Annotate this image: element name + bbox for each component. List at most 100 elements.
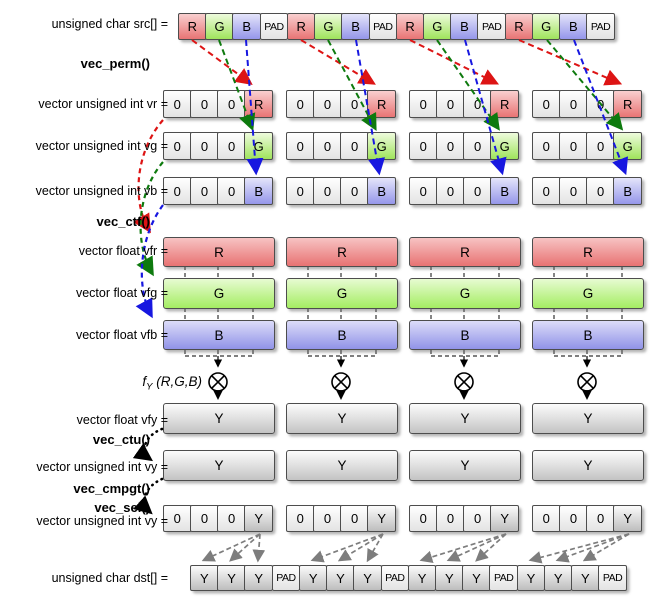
vfr-box-4: R (532, 237, 644, 267)
vfb-box-3: B (409, 320, 521, 350)
cell-0: 0 (463, 177, 492, 205)
cell-0: 0 (313, 132, 342, 160)
vy-box-4: Y (532, 450, 644, 481)
cell-0: 0 (586, 505, 615, 532)
cell-R: R (395, 13, 425, 40)
vy-box-3: Y (409, 450, 521, 481)
cell-Y: Y (190, 565, 219, 591)
cell-B: B (244, 177, 274, 205)
cell-0: 0 (286, 505, 315, 532)
vy2-label: vector unsigned int vy = (36, 514, 168, 528)
cell-0: 0 (217, 132, 246, 160)
cell-G: G (367, 132, 397, 160)
fy-function-label: fY (R,G,B) (0, 374, 202, 393)
cell-G: G (490, 132, 520, 160)
src-label: unsigned char src[] = (51, 17, 168, 31)
vfy-box-4: Y (532, 403, 644, 434)
cell-B: B (613, 177, 643, 205)
cell-Y: Y (244, 565, 274, 591)
dst-row: Y Y Y PAD Y Y Y PAD Y Y Y PAD Y Y Y PAD (190, 565, 627, 591)
vfr-box-1: R (163, 237, 275, 267)
cell-PAD: PAD (598, 565, 627, 591)
cell-Y: Y (490, 505, 520, 532)
cell-0: 0 (409, 90, 438, 118)
cell-0: 0 (163, 177, 192, 205)
cell-Y: Y (543, 565, 573, 591)
cell-0: 0 (532, 132, 561, 160)
cell-0: 0 (409, 505, 438, 532)
cell-0: 0 (559, 505, 588, 532)
cell-B: B (367, 177, 397, 205)
cell-R: R (244, 90, 274, 118)
dst-label: unsigned char dst[] = (51, 571, 168, 585)
vec-ctu-label: vec_ctu() (92, 432, 150, 447)
cell-0: 0 (190, 132, 219, 160)
fy-subscript: Y (146, 381, 153, 393)
cell-R: R (490, 90, 520, 118)
cell-0: 0 (217, 505, 246, 532)
cell-0: 0 (559, 90, 588, 118)
fy-args: (R,G,B) (156, 374, 202, 389)
cell-PAD: PAD (259, 13, 289, 40)
cell-0: 0 (163, 90, 192, 118)
cell-0: 0 (313, 90, 342, 118)
cell-0: 0 (409, 132, 438, 160)
cell-R: R (178, 13, 207, 40)
cell-B: B (232, 13, 262, 40)
cell-0: 0 (436, 90, 465, 118)
vr-label: vector unsigned int vr = (38, 97, 168, 111)
cell-0: 0 (286, 90, 315, 118)
cell-0: 0 (532, 90, 561, 118)
cell-0: 0 (190, 90, 219, 118)
src-row: R G B PAD R G B PAD R G B PAD R G B PAD (178, 13, 615, 40)
cell-G: G (205, 13, 234, 40)
cell-G: G (613, 132, 643, 160)
cell-0: 0 (286, 132, 315, 160)
cell-B: B (341, 13, 370, 40)
cell-PAD: PAD (271, 565, 301, 591)
vfg-box-2: G (286, 278, 398, 309)
cell-R: R (367, 90, 397, 118)
cell-Y: Y (367, 505, 397, 532)
cell-0: 0 (313, 505, 342, 532)
vec-sel-label: vec_sel() (94, 500, 150, 515)
cell-Y: Y (434, 565, 464, 591)
cell-PAD: PAD (368, 13, 398, 40)
vec-cmpgt-label: vec_cmpgt() (73, 481, 150, 496)
cell-0: 0 (463, 132, 492, 160)
cell-R: R (613, 90, 643, 118)
vfg-box-4: G (532, 278, 644, 309)
vy-label: vector unsigned int vy = (36, 460, 168, 474)
cell-0: 0 (286, 177, 315, 205)
cell-0: 0 (559, 177, 588, 205)
cell-Y: Y (244, 505, 274, 532)
cell-Y: Y (613, 505, 643, 532)
cell-G: G (422, 13, 452, 40)
cell-PAD: PAD (477, 13, 507, 40)
cell-B: B (490, 177, 520, 205)
vfb-box-2: B (286, 320, 398, 350)
cell-0: 0 (532, 177, 561, 205)
cell-0: 0 (463, 505, 492, 532)
cell-0: 0 (463, 90, 492, 118)
cell-Y: Y (353, 565, 382, 591)
cell-0: 0 (559, 132, 588, 160)
vy-box-1: Y (163, 450, 275, 481)
vfb-label: vector float vfb = (75, 328, 168, 342)
cell-0: 0 (586, 177, 615, 205)
vfr-label: vector float vfr = (78, 244, 168, 258)
vec-ctf-label: vec_ctf() (96, 214, 150, 229)
cell-PAD: PAD (380, 565, 410, 591)
cell-0: 0 (340, 132, 369, 160)
cell-0: 0 (190, 177, 219, 205)
